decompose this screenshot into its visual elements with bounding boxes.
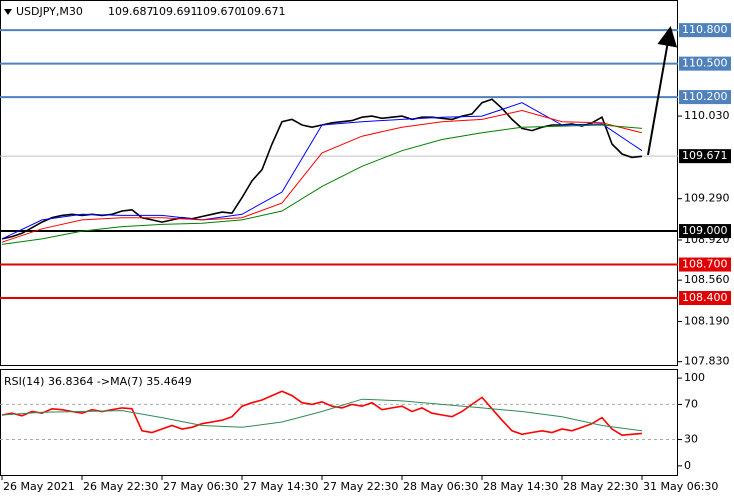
y-tick-label: 30 [684, 433, 698, 446]
x-tick-label: 26 May 22:30 [83, 480, 158, 493]
level-label: 108.400 [682, 291, 728, 304]
dropdown-icon [4, 9, 12, 15]
y-tick-label: 70 [684, 397, 698, 410]
series-line [1, 124, 643, 245]
level-label-box [679, 257, 731, 272]
x-tick-label: 31 May 06:30 [643, 480, 718, 493]
panel-title: RSI(14) 36.8364 ->MA(7) 35.4649 [4, 375, 192, 388]
x-tick-label: 26 May 2021 [3, 480, 75, 493]
level-label: 110.800 [682, 23, 728, 36]
level-label: 109.671 [682, 149, 728, 162]
level-label: 110.200 [682, 90, 728, 103]
quote-value: 109.670 [196, 5, 242, 18]
quote-value: 109.687 [108, 5, 154, 18]
y-tick-label: 110.030 [684, 109, 730, 122]
y-tick-label: 109.290 [684, 192, 730, 205]
series-line [1, 109, 643, 243]
level-label-box [679, 23, 731, 38]
main-panel [0, 0, 678, 366]
level-label: 108.700 [682, 258, 728, 271]
level-label-box [679, 291, 731, 306]
x-tick-label: 27 May 22:30 [323, 480, 398, 493]
level-label: 110.500 [682, 57, 728, 70]
y-tick-label: 108.560 [684, 273, 730, 286]
y-tick-label: 108.190 [684, 314, 730, 327]
level-label-box [679, 56, 731, 71]
quote-value: 109.671 [240, 5, 286, 18]
x-tick-label: 28 May 06:30 [403, 480, 478, 493]
level-label-box [679, 90, 731, 105]
rsi-panel [0, 369, 678, 476]
level-label-box [679, 224, 731, 239]
x-tick-label: 27 May 06:30 [163, 480, 238, 493]
series-line [1, 102, 643, 240]
level-label: 109.000 [682, 224, 728, 237]
y-tick-label: 0 [684, 459, 691, 472]
x-tick-label: 28 May 14:30 [483, 480, 558, 493]
y-tick-label: 107.830 [684, 355, 730, 368]
x-tick-label: 27 May 14:30 [243, 480, 318, 493]
series-line [1, 398, 643, 432]
arrow [647, 26, 678, 156]
x-tick-label: 28 May 22:30 [563, 480, 638, 493]
symbol: USDJPY,M30 [16, 5, 83, 18]
y-tick-label: 100 [684, 371, 705, 384]
series-line [1, 390, 643, 437]
quote-value: 109.691 [152, 5, 198, 18]
level-label-box [679, 149, 731, 164]
